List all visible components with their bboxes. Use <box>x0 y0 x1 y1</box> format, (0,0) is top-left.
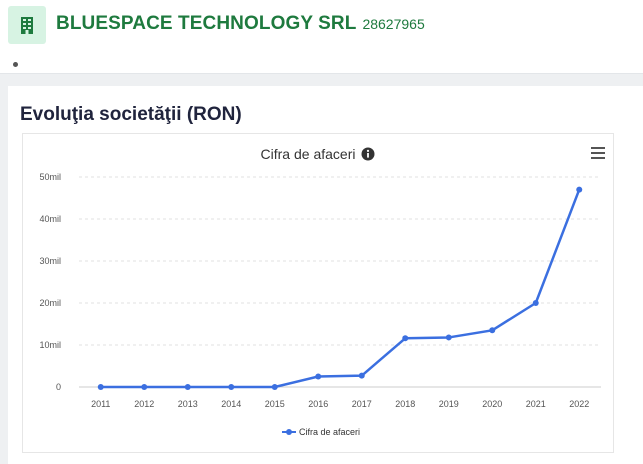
x-tick-label: 2016 <box>308 399 328 409</box>
y-tick-label: 0 <box>56 382 61 392</box>
x-tick-label: 2022 <box>569 399 589 409</box>
data-point <box>576 186 583 193</box>
y-tick-label: 20mil <box>39 298 61 308</box>
data-point <box>445 334 452 341</box>
y-tick-label: 40mil <box>39 214 61 224</box>
data-point <box>489 327 496 334</box>
company-title: BLUESPACE TECHNOLOGY SRL 28627965 <box>56 13 425 39</box>
data-point <box>228 384 235 390</box>
y-tick-label: 50mil <box>39 172 61 182</box>
data-point <box>184 384 191 390</box>
bullet-dot <box>13 62 18 67</box>
chart-title-row: Cifra de afaceri <box>23 144 613 164</box>
data-point <box>358 372 365 379</box>
chart-title: Cifra de afaceri <box>260 146 356 162</box>
x-tick-label: 2017 <box>352 399 372 409</box>
series-line <box>100 189 581 389</box>
data-point <box>97 384 104 390</box>
data-point <box>402 335 409 342</box>
data-point <box>271 384 278 390</box>
turnover-chart: Cifra de afaceri 0 10mil 20mil 30mil 40mil 50… <box>22 133 614 453</box>
x-tick-label: 2018 <box>395 399 415 409</box>
company-header-card: BLUESPACE TECHNOLOGY SRL 28627965 <box>0 0 643 74</box>
chart-plot: 0 10mil 20mil 30mil 40mil 50mil 2011 2012 2013 20… <box>39 172 601 437</box>
company-name: BLUESPACE TECHNOLOGY SRL <box>56 13 357 34</box>
x-tick-label: 2014 <box>221 399 241 409</box>
building-icon <box>8 6 46 44</box>
x-tick-label: 2021 <box>526 399 546 409</box>
data-point <box>532 300 539 306</box>
company-evolution-section: Evoluţia societăţii (RON) Cifra de aface… <box>8 86 643 464</box>
x-tick-label: 2011 <box>91 399 110 409</box>
x-tick-label: 2019 <box>439 399 459 409</box>
chart-menu-icon[interactable] <box>591 146 605 159</box>
info-icon[interactable] <box>361 147 375 161</box>
x-tick-label: 2015 <box>265 399 285 409</box>
y-tick-label: 30mil <box>39 256 61 266</box>
company-code: 28627965 <box>362 16 425 32</box>
legend-label: Cifra de afaceri <box>299 427 360 437</box>
section-title: Evoluţia societăţii (RON) <box>20 104 242 125</box>
x-tick-label: 2012 <box>134 399 154 409</box>
legend-marker <box>286 429 292 435</box>
y-tick-label: 10mil <box>39 340 61 350</box>
data-point <box>141 384 148 390</box>
x-tick-label: 2013 <box>178 399 198 409</box>
data-point <box>315 373 322 380</box>
x-tick-label: 2020 <box>482 399 502 409</box>
